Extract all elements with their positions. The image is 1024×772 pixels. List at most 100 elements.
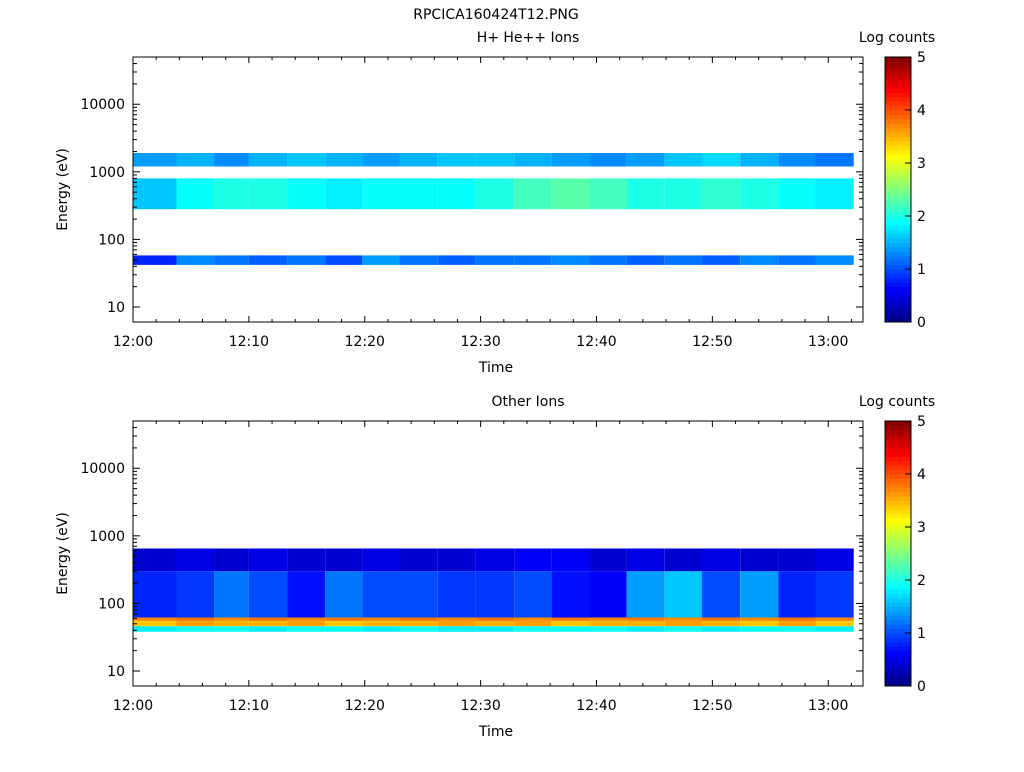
colorbar-segment xyxy=(885,562,911,568)
heatmap-cell xyxy=(214,617,249,621)
heatmap-cell xyxy=(626,255,665,265)
heatmap-cell xyxy=(176,621,215,627)
heatmap-cell xyxy=(626,571,665,618)
heatmap-cell xyxy=(476,153,515,167)
colorbar-segment xyxy=(885,286,911,292)
heatmap-cell xyxy=(214,178,249,210)
heatmap-cell xyxy=(551,626,590,632)
colorbar-segment xyxy=(885,224,911,230)
colorbar-segment xyxy=(885,677,911,683)
heatmap-cell xyxy=(589,178,627,210)
y-axis-label: Energy (eV) xyxy=(55,512,71,595)
heatmap-cell xyxy=(248,617,288,621)
heatmap-cell xyxy=(133,255,177,265)
x-tick-label: 12:20 xyxy=(345,698,385,714)
heatmap-cell xyxy=(664,255,702,265)
heatmap-cell xyxy=(248,548,288,572)
colorbar-segment xyxy=(885,255,911,261)
panel-title: H+ He++ Ions xyxy=(477,30,580,46)
heatmap-cell xyxy=(589,621,627,627)
colorbar-segment xyxy=(885,277,911,283)
heatmap-cell xyxy=(248,255,288,265)
colorbar-segment xyxy=(885,580,911,585)
x-tick-label: 12:10 xyxy=(229,698,269,714)
heatmap-cell xyxy=(664,626,702,632)
colorbar-segment xyxy=(885,242,911,248)
heatmap-cell xyxy=(133,626,177,632)
heatmap-cell xyxy=(325,548,363,572)
colorbar-segment xyxy=(885,220,911,226)
heatmap-cell xyxy=(476,626,515,632)
colorbar-segment xyxy=(885,189,911,195)
colorbar: 0 1 2 3 4 5 Log counts xyxy=(859,30,935,331)
heatmap-cell xyxy=(287,153,326,167)
colorbar-segment xyxy=(885,474,911,479)
colorbar-segment xyxy=(885,619,911,625)
heatmap-cell xyxy=(815,571,854,618)
heatmap-cell xyxy=(214,153,249,167)
x-axis-label: Time xyxy=(478,360,513,376)
colorbar-segment xyxy=(885,92,911,98)
heatmap-cell xyxy=(664,617,702,621)
heatmap-cell xyxy=(287,626,326,632)
heatmap-cell xyxy=(287,617,326,621)
heatmap-cell xyxy=(815,255,854,265)
colorbar-segment xyxy=(885,96,911,102)
heatmap-cell xyxy=(514,178,552,210)
heatmap-cell xyxy=(399,178,438,210)
heatmap-cell xyxy=(551,571,590,618)
colorbar-segment xyxy=(885,291,911,296)
heatmap-cell xyxy=(437,626,476,632)
heatmap-cell xyxy=(399,626,438,632)
heatmap-cell xyxy=(626,621,665,627)
heatmap-cell xyxy=(362,178,400,210)
heatmap-cell xyxy=(133,617,177,621)
colorbar-segment xyxy=(885,438,911,444)
heatmap-cell xyxy=(514,621,552,627)
x-tick-label: 12:40 xyxy=(576,698,616,714)
colorbar-segment xyxy=(885,295,911,301)
heatmap-cell xyxy=(176,626,215,632)
x-tick-label: 13:00 xyxy=(808,334,848,350)
heatmap-cell xyxy=(589,617,627,621)
heatmap-cell xyxy=(476,571,515,618)
colorbar-segment xyxy=(885,593,911,599)
heatmap-cell xyxy=(437,548,476,572)
colorbar-tick-label: 1 xyxy=(917,626,926,642)
heatmap-cell xyxy=(701,548,741,572)
heatmap-cell xyxy=(589,153,627,167)
heatmap-cell xyxy=(626,548,665,572)
heatmap-cell xyxy=(664,621,702,627)
colorbar-segment xyxy=(885,251,911,257)
colorbar-segment xyxy=(885,229,911,235)
heatmap-cell xyxy=(325,626,363,632)
heatmap-cell xyxy=(626,153,665,167)
heatmap-cell xyxy=(214,621,249,627)
heatmap-cell xyxy=(551,153,590,167)
heatmap-cell xyxy=(740,626,779,632)
colorbar-segment xyxy=(885,588,911,594)
colorbar-segment xyxy=(885,132,911,137)
colorbar-segment xyxy=(885,637,911,643)
colorbar-segment xyxy=(885,460,911,466)
colorbar-segment xyxy=(885,74,911,80)
heatmap-cell xyxy=(248,626,288,632)
colorbar-segment xyxy=(885,193,911,199)
colorbar-segment xyxy=(885,207,911,213)
colorbar-segment xyxy=(885,171,911,177)
heatmap-cell xyxy=(133,178,177,210)
heatmap-cell xyxy=(325,571,363,618)
y-tick-label: 10000 xyxy=(80,461,125,477)
heatmap-cell xyxy=(701,621,741,627)
heatmap-cell xyxy=(701,626,741,632)
heatmap-cell xyxy=(287,548,326,572)
heatmap-cell xyxy=(589,548,627,572)
colorbar-segment xyxy=(885,216,911,221)
heatmap-cell xyxy=(399,621,438,627)
heatmap-cell xyxy=(551,548,590,572)
colorbar-tick-label: 1 xyxy=(917,262,926,278)
colorbar-segment xyxy=(885,571,911,577)
colorbar-segment xyxy=(885,127,911,133)
colorbar-segment xyxy=(885,597,911,603)
